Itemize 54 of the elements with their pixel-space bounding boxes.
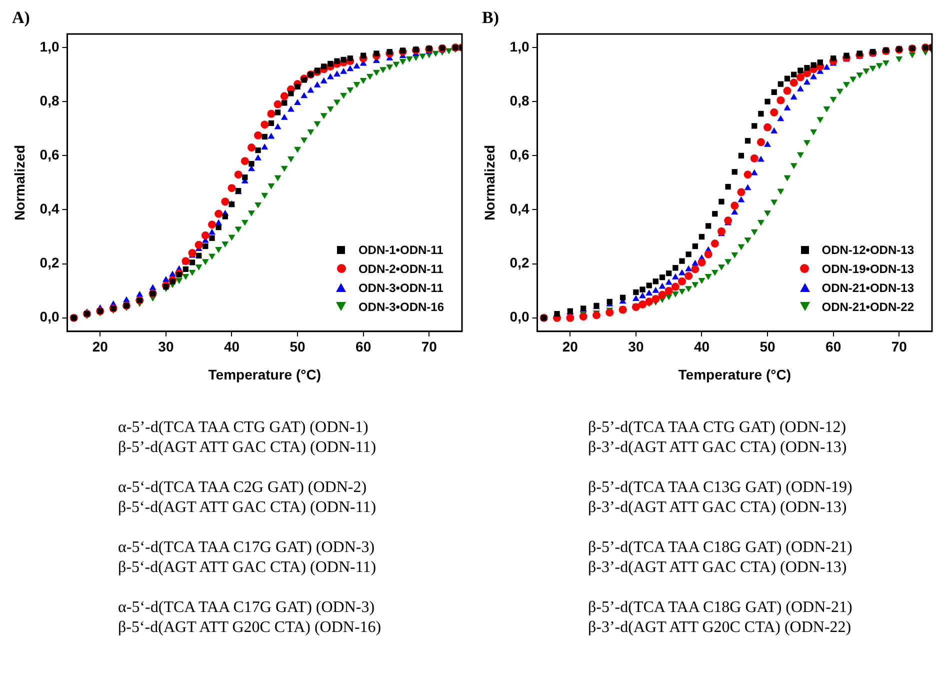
x-tick-label: 20: [92, 338, 108, 355]
legend-label: ODN-21•ODN-22: [822, 300, 914, 314]
y-tick-label: 1,0: [40, 38, 60, 54]
y-tick-label: 0,6: [510, 146, 530, 163]
text: β-5’-d(TCA TAA CTG GAT) (ODN-12): [588, 418, 848, 438]
y-tick-label: 0,4: [40, 200, 60, 217]
x-tick-label: 70: [421, 338, 438, 355]
x-tick-label: 40: [224, 338, 240, 355]
x-axis-title: Temperature (°C): [208, 366, 321, 382]
chart-title: B): [482, 8, 499, 28]
y-tick-label: 0,2: [510, 254, 530, 271]
y-tick-label: 0,6: [40, 146, 60, 163]
text: β-3’-d(AGT ATT GAC CTA) (ODN-13): [588, 438, 848, 458]
legend-label: ODN-1•ODN-11: [358, 242, 444, 256]
x-axis-title: Temperature (°C): [678, 366, 791, 382]
text: α-5‘-d(TCA TAA C2G GAT) (ODN-2): [118, 478, 368, 498]
text: β-5‘-d(AGT ATT GAC CTA) (ODN-11): [118, 498, 378, 518]
text: β-3’-d(AGT ATT G20C CTA) (ODN-22): [588, 618, 852, 638]
legend-label: ODN-3•ODN-11: [358, 280, 444, 294]
text: β-5‘-d(AGT ATT G20C CTA) (ODN-16): [118, 618, 382, 638]
legend-label: ODN-3•ODN-16: [358, 300, 444, 314]
x-tick-label: 60: [356, 338, 372, 355]
x-tick-label: 40: [694, 338, 710, 355]
y-tick-label: 0,4: [510, 200, 530, 217]
text: α-5’-d(TCA TAA CTG GAT) (ODN-1): [118, 418, 370, 438]
y-axis-title: Normalized: [11, 144, 28, 220]
y-axis-title: Normalized: [481, 144, 498, 220]
legend-label: ODN-2•ODN-11: [358, 262, 444, 276]
x-tick-label: 20: [562, 338, 578, 355]
text: β-5‘-d(AGT ATT GAC CTA) (ODN-11): [118, 558, 378, 578]
x-tick-label: 50: [290, 338, 306, 355]
y-tick-label: 0,0: [510, 308, 530, 325]
text: β-5’-d(TCA TAA C18G GAT) (ODN-21): [588, 598, 854, 618]
y-tick-label: 1,0: [510, 38, 530, 54]
x-tick-label: 30: [628, 338, 644, 355]
text: β-3’-d(AGT ATT GAC CTA) (ODN-13): [588, 558, 848, 578]
y-tick-label: 0,8: [510, 92, 530, 108]
legend-label: ODN-19•ODN-13: [822, 262, 914, 276]
text: β-5’-d(TCA TAA C13G GAT) (ODN-19): [588, 478, 854, 498]
y-tick-label: 0,8: [40, 92, 60, 108]
legend-label: ODN-21•ODN-13: [822, 280, 914, 294]
text: β-5’-d(TCA TAA C18G GAT) (ODN-21): [588, 538, 854, 558]
text: α-5‘-d(TCA TAA C17G GAT) (ODN-3): [118, 538, 376, 558]
text: α-5‘-d(TCA TAA C17G GAT) (ODN-3): [118, 598, 376, 618]
text: β-3’-d(AGT ATT GAC CTA) (ODN-13): [588, 498, 848, 518]
x-tick-label: 50: [760, 338, 776, 355]
x-tick-label: 60: [826, 338, 842, 355]
x-tick-label: 30: [158, 338, 174, 355]
x-tick-label: 70: [891, 338, 908, 355]
chart-title: A): [12, 8, 30, 28]
text: β-5’-d(AGT ATT GAC CTA) (ODN-11): [118, 438, 378, 458]
legend-label: ODN-12•ODN-13: [822, 242, 914, 256]
y-tick-label: 0,0: [40, 308, 60, 325]
y-tick-label: 0,2: [40, 254, 60, 271]
